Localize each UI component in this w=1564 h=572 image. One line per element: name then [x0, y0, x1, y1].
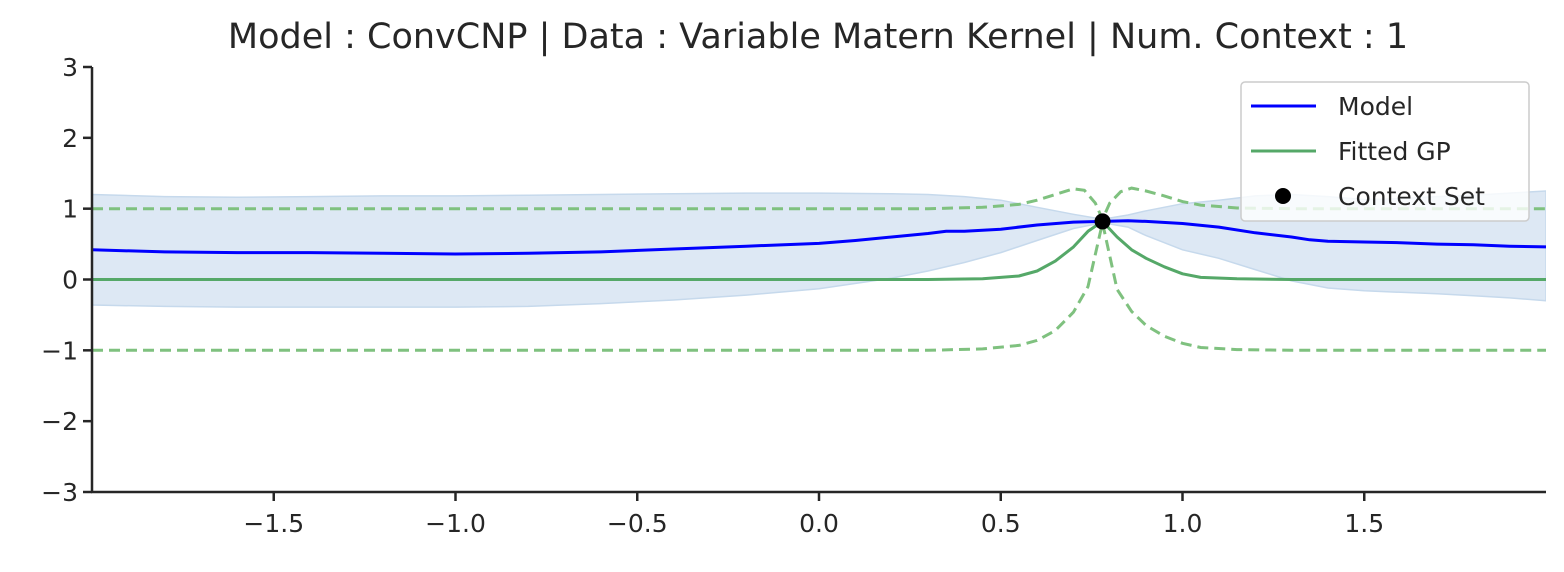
legend-box: [1240, 81, 1530, 222]
gp-upper-dashed-line: [92, 186, 1546, 223]
x-tick-label: 0.5: [981, 509, 1021, 538]
legend-swatch-context-set: [1275, 188, 1291, 204]
y-tick-label: 2: [62, 124, 78, 153]
legend-label: Model: [1338, 92, 1413, 121]
y-tick-label: 3: [62, 53, 78, 82]
x-tick-label: −0.5: [607, 509, 668, 538]
y-tick-label: 0: [62, 266, 78, 295]
x-tick-label: 1.0: [1163, 509, 1203, 538]
y-tick-label: −3: [41, 478, 78, 507]
model-mean-line: [92, 219, 1546, 256]
axes: −1.5 −1.0 −0.5 0.0 0.5 1.0 1.5 −3 −2 −1 0 1 2 3: [41, 53, 1546, 538]
legend: Model Fitted GP Context Set: [1240, 81, 1530, 222]
y-tick-label: 1: [62, 195, 78, 224]
y-tick-label: −1: [41, 336, 78, 365]
x-tick-label: −1.5: [243, 509, 304, 538]
x-tick-label: −1.0: [425, 509, 486, 538]
plot-area: [92, 186, 1546, 352]
chart-title: Model : ConvCNP | Data : Variable Matern…: [228, 17, 1408, 57]
x-tick-label: 1.5: [1344, 509, 1384, 538]
gp-lower-dashed-line: [92, 222, 1546, 352]
legend-label: Fitted GP: [1338, 137, 1451, 166]
plot-clip-group: [92, 186, 1546, 352]
y-tick-label: −2: [41, 407, 78, 436]
legend-label: Context Set: [1338, 182, 1485, 211]
context-point: [1094, 213, 1111, 230]
fitted-gp-mean-line: [92, 219, 1546, 281]
x-tick-label: 0.0: [799, 509, 839, 538]
